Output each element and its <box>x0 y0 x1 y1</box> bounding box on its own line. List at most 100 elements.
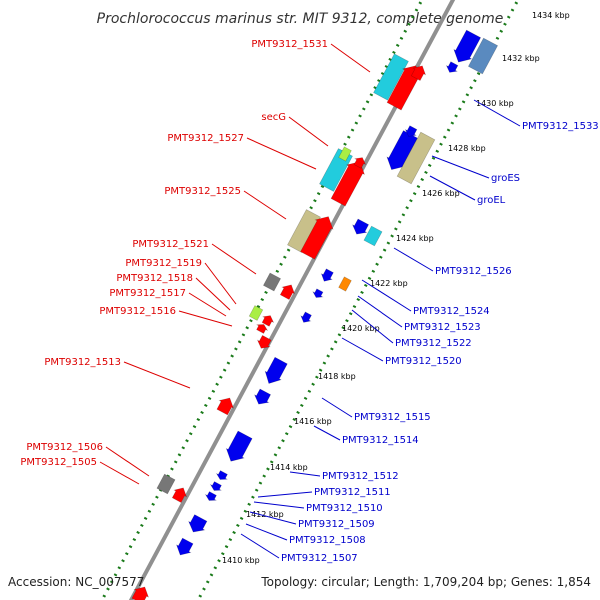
leader-line <box>240 533 280 559</box>
tick-label: 1412 kbp <box>246 510 284 519</box>
leader-line <box>195 277 231 311</box>
gene-reverse <box>204 491 218 501</box>
leader-line <box>245 523 288 541</box>
gene-forward <box>216 397 234 416</box>
gene-reverse <box>312 288 324 298</box>
tick-label: 1410 kbp <box>222 556 260 565</box>
forward-gene-label: PMT9312_1518 <box>116 273 193 284</box>
gene-reverse <box>351 218 370 235</box>
leader-line <box>357 295 403 328</box>
leader-line <box>211 243 257 275</box>
gene-steel <box>467 37 499 75</box>
tick-label: 1428 kbp <box>448 144 486 153</box>
gene-labels: PMT9312_1531 secG PMT9312_1527 PMT9312_1525… <box>20 39 598 564</box>
tick-label: 1418 kbp <box>318 372 356 381</box>
tick-label: 1424 kbp <box>396 234 434 243</box>
leader-line <box>253 501 305 509</box>
reverse-gene-label: groES <box>491 173 520 184</box>
tick-label: 1432 kbp <box>502 54 540 63</box>
gene-cyan <box>363 225 383 247</box>
gene-reverse <box>453 29 482 63</box>
tick-label: 1430 kbp <box>476 99 514 108</box>
reverse-gene-label: PMT9312_1526 <box>435 266 512 277</box>
gene-reverse <box>386 130 418 170</box>
gene-reverse <box>320 268 334 282</box>
gene-gray <box>262 272 282 292</box>
leader-line <box>361 279 412 312</box>
forward-gene-label: PMT9312_1516 <box>99 306 176 317</box>
forward-gene-label: PMT9312_1517 <box>109 288 186 299</box>
gene-reverse <box>253 388 272 405</box>
leader-line <box>321 397 353 418</box>
leader-line <box>246 137 317 170</box>
leader-line <box>257 491 313 498</box>
reverse-gene-label: PMT9312_1524 <box>413 306 490 317</box>
gene-reverse <box>215 470 229 480</box>
reverse-gene-label: PMT9312_1514 <box>342 435 419 446</box>
leader-line <box>393 247 434 272</box>
forward-gene-label: PMT9312_1525 <box>164 186 241 197</box>
leader-line <box>204 262 237 305</box>
gene-features <box>131 29 499 600</box>
gene-forward <box>410 65 427 81</box>
accession-text: Accession: NC_007577 <box>8 575 144 589</box>
leader-line <box>243 190 287 220</box>
leader-line <box>341 337 384 362</box>
forward-gene-label: secG <box>261 112 286 123</box>
gene-reverse <box>176 537 194 556</box>
reverse-gene-label: PMT9312_1512 <box>322 471 399 482</box>
leader-line <box>330 43 371 73</box>
gene-reverse <box>188 514 208 533</box>
leader-line <box>105 446 150 477</box>
leader-line <box>289 471 321 477</box>
tick-label: 1414 kbp <box>270 463 308 472</box>
gene-tan <box>396 131 436 185</box>
reverse-gene-label: PMT9312_1520 <box>385 356 462 367</box>
forward-gene-label: PMT9312_1521 <box>132 239 209 250</box>
gene-reverse <box>225 430 253 462</box>
gene-forward <box>171 487 188 503</box>
gene-cyan <box>373 53 409 101</box>
reverse-gene-label: PMT9312_1508 <box>289 535 366 546</box>
leader-line <box>313 425 341 441</box>
leader-line <box>473 99 521 127</box>
forward-gene-label: PMT9312_1527 <box>167 133 244 144</box>
gene-forward <box>300 216 334 260</box>
gene-forward <box>279 284 296 300</box>
right-tick-track <box>196 0 520 600</box>
forward-gene-label: PMT9312_1505 <box>20 457 97 468</box>
tick-label: 1416 kbp <box>294 417 332 426</box>
leader-line <box>123 361 191 389</box>
leader-line <box>188 292 227 317</box>
gene-reverse <box>264 356 288 384</box>
gene-reverse <box>404 125 418 137</box>
gene-reverse <box>445 61 459 73</box>
tick-label: 1434 kbp <box>532 11 570 20</box>
tick-label: 1426 kbp <box>422 189 460 198</box>
leader-line <box>178 310 233 327</box>
gene-forward <box>256 334 272 349</box>
leader-line <box>429 175 476 201</box>
map-title: Prochlorococcus marinus str. MIT 9312, c… <box>97 11 504 27</box>
genome-summary-text: Topology: circular; Length: 1,709,204 bp… <box>260 575 591 589</box>
reverse-gene-label: PMT9312_1533 <box>522 121 599 132</box>
forward-gene-label: PMT9312_1513 <box>44 357 121 368</box>
reverse-gene-label: PMT9312_1509 <box>298 519 375 530</box>
gene-orange <box>338 276 352 292</box>
reverse-gene-label: PMT9312_1522 <box>395 338 472 349</box>
gene-lime <box>248 305 264 321</box>
leader-line <box>431 155 490 179</box>
tick-label: 1420 kbp <box>342 324 380 333</box>
gene-reverse <box>209 481 223 491</box>
leader-line <box>288 116 329 147</box>
tick-label: 1422 kbp <box>370 279 408 288</box>
gene-forward <box>255 324 269 334</box>
leader-line <box>351 309 394 344</box>
left-tick-track <box>100 0 424 600</box>
scale-tick-labels: 1410 kbp 1412 kbp 1414 kbp 1416 kbp 1418 kbp… <box>222 11 570 565</box>
gene-gray <box>156 473 176 495</box>
reverse-gene-label: PMT9312_1523 <box>404 322 481 333</box>
forward-gene-label: PMT9312_1531 <box>251 39 328 50</box>
